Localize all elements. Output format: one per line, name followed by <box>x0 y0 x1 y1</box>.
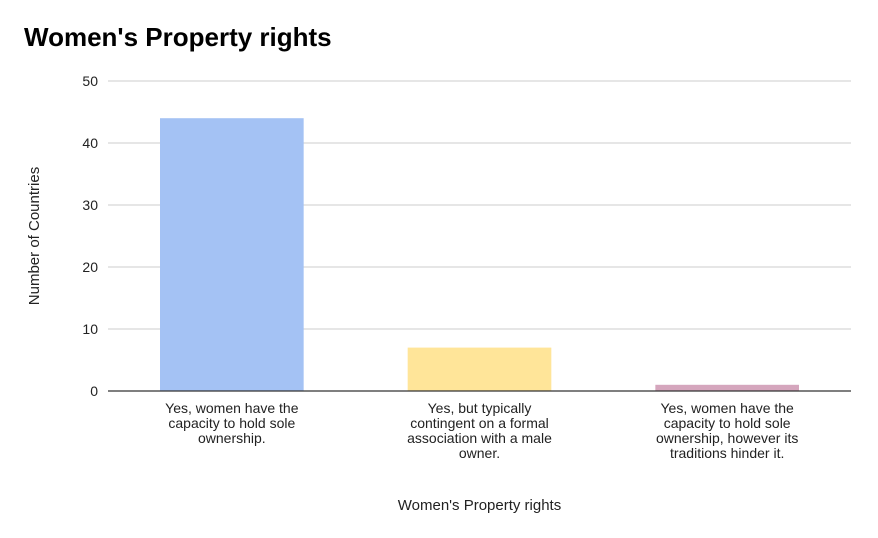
chart-title: Women's Property rights <box>24 22 332 52</box>
y-tick-label: 20 <box>82 259 98 275</box>
x-axis-title: Women's Property rights <box>398 497 561 514</box>
y-tick-label: 0 <box>90 383 98 399</box>
y-axis-title: Number of Countries <box>26 167 43 305</box>
x-category-label: Yes, women have the capacity to hold sole… <box>656 400 798 461</box>
y-tick-label: 30 <box>82 197 98 213</box>
x-category-label: Yes, women have the capacity to hold sole… <box>165 400 299 446</box>
bar <box>655 384 799 391</box>
bar <box>407 347 552 391</box>
y-tick-labels: 0 10 20 30 40 50 <box>82 73 98 399</box>
x-category-label: Yes, but typically contingent on a formal… <box>407 400 552 461</box>
y-tick-label: 40 <box>82 135 98 151</box>
y-tick-label: 50 <box>82 73 98 89</box>
y-tick-label: 10 <box>82 321 98 337</box>
x-category-labels: Yes, women have the capacity to hold sole… <box>165 400 798 461</box>
bar <box>160 118 304 391</box>
bars <box>160 118 799 391</box>
